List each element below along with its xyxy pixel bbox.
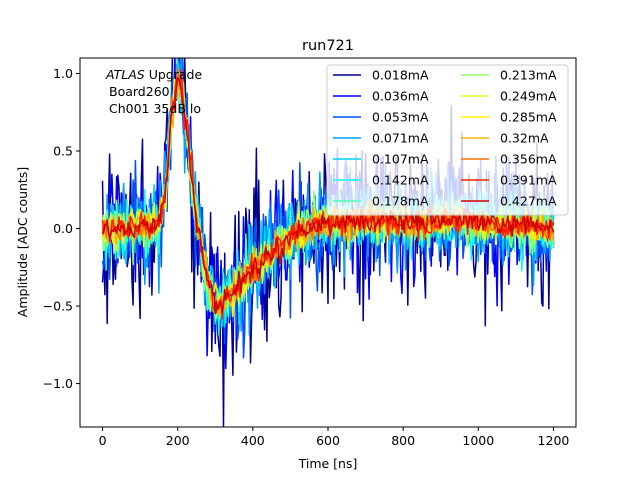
- legend-label: 0.107mA: [372, 152, 429, 167]
- legend-label: 0.427mA: [500, 194, 557, 209]
- legend: 0.018mA 0.036mA 0.053mA 0.071mA 0.107mA 0.142…: [326, 64, 569, 216]
- series-line-0.427mA: [101, 77, 555, 315]
- x-axis-label: Time [ns]: [298, 456, 358, 471]
- atlas-annotation: ATLAS Upgrade Board260 Ch001 35dB lo: [105, 67, 202, 116]
- legend-label: 0.018mA: [372, 68, 429, 83]
- legend-label: 0.053mA: [372, 110, 429, 125]
- y-tick-label: 0.5: [53, 144, 73, 159]
- annotation-upgrade: Upgrade: [145, 67, 203, 82]
- x-tick-label: 1200: [538, 433, 570, 448]
- x-tick-label: 1000: [462, 433, 494, 448]
- annotation-line3: Ch001 35dB lo: [109, 101, 201, 116]
- x-tick-label: 800: [391, 433, 415, 448]
- legend-label: 0.285mA: [500, 110, 557, 125]
- annotation-line1: ATLAS Upgrade: [105, 67, 202, 82]
- y-tick-label: 0.0: [53, 221, 73, 236]
- y-tick-label: −1.0: [43, 376, 73, 391]
- legend-label: 0.036mA: [372, 89, 429, 104]
- legend-box: [326, 64, 569, 216]
- legend-label: 0.249mA: [500, 89, 557, 104]
- y-tick-label: −0.5: [43, 299, 73, 314]
- legend-label: 0.391mA: [500, 173, 557, 188]
- x-tick-label: 400: [241, 433, 265, 448]
- chart-title: run721: [302, 38, 354, 54]
- legend-label: 0.178mA: [372, 194, 429, 209]
- y-axis: −1.0 −0.5 0.0 0.5 1.0: [43, 66, 80, 391]
- legend-label: 0.213mA: [500, 68, 557, 83]
- annotation-line2: Board260: [109, 84, 170, 99]
- legend-label: 0.142mA: [372, 173, 429, 188]
- legend-label: 0.32mA: [500, 131, 549, 146]
- annotation-atlas: ATLAS: [105, 67, 145, 82]
- legend-label: 0.356mA: [500, 152, 557, 167]
- y-tick-label: 1.0: [53, 66, 73, 81]
- legend-label: 0.071mA: [372, 131, 429, 146]
- y-axis-label: Amplitude [ADC counts]: [15, 167, 30, 317]
- x-axis: 0 200 400 600 800 1000 1200: [99, 427, 570, 448]
- x-tick-label: 600: [316, 433, 340, 448]
- x-tick-label: 200: [166, 433, 190, 448]
- x-tick-label: 0: [99, 433, 107, 448]
